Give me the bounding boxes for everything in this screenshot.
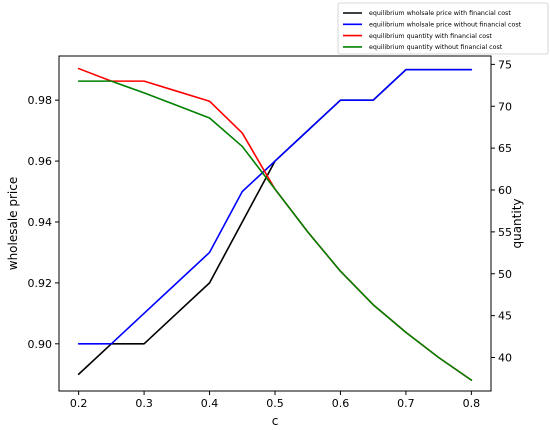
y-left-tick-label: 0.96 xyxy=(28,155,53,168)
series-line-1 xyxy=(77,68,473,345)
y-right-tick-label: 65 xyxy=(498,142,512,155)
y-left-tick-label: 0.92 xyxy=(28,277,53,290)
legend-label-0: equilibrium wholsale price with financia… xyxy=(369,10,511,17)
y-right-tick-label: 55 xyxy=(498,226,512,239)
y-right-tick-label: 45 xyxy=(498,310,512,323)
x-tick-label: 0.8 xyxy=(463,397,481,410)
x-tick-label: 0.5 xyxy=(266,397,284,410)
legend-label-3: equilibrium quantity without financial c… xyxy=(369,44,503,51)
y-right-tick-label: 70 xyxy=(498,100,512,113)
x-tick-label: 0.6 xyxy=(332,397,350,410)
y-right-tick-label: 50 xyxy=(498,268,512,281)
plot-frame xyxy=(58,55,492,392)
y-left-tick-label: 0.98 xyxy=(28,94,53,107)
x-tick-label: 0.4 xyxy=(201,397,219,410)
x-tick-label: 0.2 xyxy=(70,397,88,410)
series-line-3 xyxy=(77,80,473,381)
x-axis: 0.2 0.3 0.4 0.5 0.6 0.7 0.8 xyxy=(70,391,480,410)
legend-label-2: equilibrium quantity with financial cost xyxy=(369,33,492,40)
series-line-2 xyxy=(77,67,473,381)
y-left-tick-label: 0.90 xyxy=(28,338,53,351)
x-tick-label: 0.3 xyxy=(135,397,153,410)
y-right-tick-label: 60 xyxy=(498,184,512,197)
legend-box xyxy=(337,2,549,55)
y-axis-left: 0.90 0.92 0.94 0.96 0.98 xyxy=(28,94,59,351)
y-right-tick-label: 40 xyxy=(498,352,512,365)
x-axis-label: c xyxy=(272,414,279,428)
y-axis-left-label: wholesale price xyxy=(6,177,20,270)
plot-lines xyxy=(77,67,473,381)
y-right-tick-label: 75 xyxy=(498,58,512,71)
y-axis-right: 40 45 50 55 60 65 70 75 xyxy=(491,58,512,365)
legend: equilibrium wholsale price with financia… xyxy=(337,2,549,55)
series-line-0 xyxy=(77,68,473,376)
x-tick-label: 0.7 xyxy=(397,397,415,410)
legend-label-1: equilibrium wholsale price without finan… xyxy=(369,22,522,29)
y-left-tick-label: 0.94 xyxy=(28,216,53,229)
y-axis-right-label: quantity xyxy=(510,198,524,248)
